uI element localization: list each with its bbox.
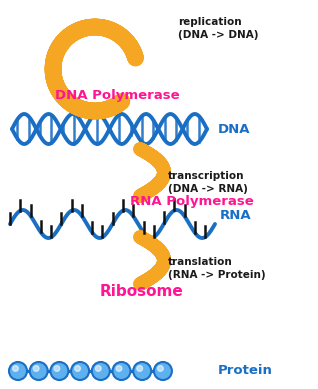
Text: RNA: RNA <box>220 209 252 221</box>
Circle shape <box>157 366 163 371</box>
Circle shape <box>71 362 89 380</box>
Text: Ribosome: Ribosome <box>100 284 184 299</box>
Circle shape <box>13 366 18 371</box>
Circle shape <box>133 362 151 380</box>
Text: replication
(DNA -> DNA): replication (DNA -> DNA) <box>178 17 259 40</box>
Text: translation
(RNA -> Protein): translation (RNA -> Protein) <box>168 257 266 280</box>
Circle shape <box>92 362 110 380</box>
Circle shape <box>33 366 39 371</box>
Circle shape <box>54 366 60 371</box>
Circle shape <box>113 362 130 380</box>
Circle shape <box>50 362 68 380</box>
Circle shape <box>30 362 48 380</box>
Circle shape <box>137 366 142 371</box>
Circle shape <box>116 366 122 371</box>
Text: Protein: Protein <box>218 364 273 377</box>
Text: transcription
(DNA -> RNA): transcription (DNA -> RNA) <box>168 171 248 194</box>
Text: RNA Polymerase: RNA Polymerase <box>130 195 254 208</box>
Circle shape <box>95 366 101 371</box>
Text: DNA Polymerase: DNA Polymerase <box>55 89 180 102</box>
Circle shape <box>75 366 80 371</box>
Text: DNA: DNA <box>218 123 251 135</box>
Circle shape <box>154 362 172 380</box>
Circle shape <box>9 362 27 380</box>
